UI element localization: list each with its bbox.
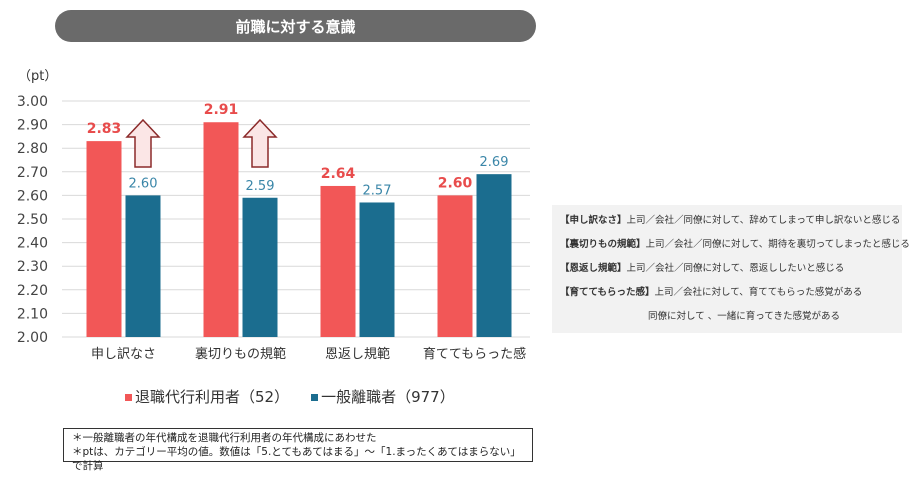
y-tick-label: 2.00	[17, 330, 48, 346]
x-tick-label: 恩返し規範	[325, 347, 390, 362]
definition: 同僚に対して 、一緒に育ってきた感覚がある	[560, 305, 894, 329]
data-label: 2.83	[87, 121, 122, 137]
x-tick-label: 申し訳なさ	[91, 347, 156, 362]
definition: 【育ててもらった感】上司／会社に対して、育ててもらった感覚がある	[560, 281, 894, 305]
definition-text: 同僚に対して 、一緒に育ってきた感覚がある	[648, 311, 840, 322]
legend-swatch	[311, 394, 319, 401]
y-tick-label: 2.70	[17, 165, 48, 181]
legend-item-retirement-agency: 退職代行利用者（52）	[125, 386, 289, 407]
bar-retirement-agency	[203, 122, 239, 338]
data-label: 2.57	[363, 183, 392, 198]
bar-general	[359, 202, 395, 337]
bar-general	[476, 174, 512, 337]
legend: 退職代行利用者（52） 一般離職者（977）	[125, 386, 455, 407]
y-tick-label: 2.40	[17, 236, 48, 252]
y-tick-label: 2.10	[17, 306, 48, 322]
chart-title: 前職に対する意識	[55, 10, 536, 42]
definition-term: 【恩返し規範】	[560, 263, 627, 274]
y-tick-label: 2.50	[17, 212, 48, 228]
definitions-box: 【申し訳なさ】上司／会社／同僚に対して、辞めてしまって申し訳ないと感じる 【裏切…	[552, 205, 910, 333]
definition-text: 上司／会社／同僚に対して、期待を裏切ってしまったと感じる	[645, 239, 910, 250]
up-arrow-icon	[125, 118, 161, 168]
definition-text: 上司／会社／同僚に対して、辞めてしまって申し訳ないと感じる	[626, 215, 901, 226]
legend-label: 一般離職者（977）	[321, 388, 455, 406]
definition: 【申し訳なさ】上司／会社／同僚に対して、辞めてしまって申し訳ないと感じる	[560, 209, 900, 233]
x-tick-label: 裏切りもの規範	[195, 347, 286, 362]
data-label: 2.60	[129, 176, 158, 191]
y-tick-label: 2.20	[17, 283, 48, 299]
x-tick-label: 育ててもらった感	[423, 346, 526, 362]
y-tick-label: 2.30	[17, 259, 48, 275]
y-tick-label: 2.80	[17, 141, 48, 157]
data-label: 2.64	[321, 166, 356, 182]
bar-chart: （pt） 2.00 2.10 2.20 2.30 2.40 2.50 2.60 2.70 2.80…	[17, 69, 530, 362]
definition-text: 上司／会社に対して、育ててもらった感覚がある	[654, 287, 863, 298]
bar-retirement-agency	[86, 141, 122, 337]
definition-term: 【育ててもらった感】	[560, 287, 655, 298]
legend-swatch	[125, 394, 132, 401]
legend-label: 退職代行利用者（52）	[135, 388, 290, 406]
footnote: ＊一般離職者の年代構成を退職代行利用者の年代構成にあわせた	[72, 432, 377, 444]
data-label: 2.69	[480, 155, 509, 170]
footnote-box: ＊一般離職者の年代構成を退職代行利用者の年代構成にあわせた ＊ptは、カテゴリー…	[63, 428, 533, 472]
y-tick-label: 3.00	[17, 94, 48, 110]
bar-retirement-agency	[320, 185, 356, 337]
data-label: 2.60	[438, 175, 473, 191]
definition-term: 【裏切りもの規範】	[560, 239, 646, 250]
legend-item-general: 一般離職者（977）	[311, 386, 455, 407]
footnote: ＊ptは、カテゴリー平均の値。数値は「5.とてもあてはまる」〜「1.まったくあて…	[72, 446, 521, 472]
bar-retirement-agency	[437, 195, 473, 337]
definition-term: 【申し訳なさ】	[560, 215, 627, 226]
data-label: 2.59	[246, 179, 275, 194]
data-label: 2.91	[204, 102, 239, 118]
bar-general	[242, 197, 278, 337]
y-tick-label: 2.90	[17, 118, 48, 134]
y-tick-label: 2.60	[17, 188, 48, 204]
definition: 【恩返し規範】上司／会社／同僚に対して、恩返ししたいと感じる	[560, 257, 894, 281]
definition: 【裏切りもの規範】上司／会社／同僚に対して、期待を裏切ってしまったと感じる	[560, 233, 910, 257]
y-axis-unit: （pt）	[18, 69, 57, 84]
up-arrow-icon	[242, 118, 278, 168]
definition-text: 上司／会社／同僚に対して、恩返ししたいと感じる	[626, 263, 845, 274]
bar-general	[125, 195, 161, 337]
